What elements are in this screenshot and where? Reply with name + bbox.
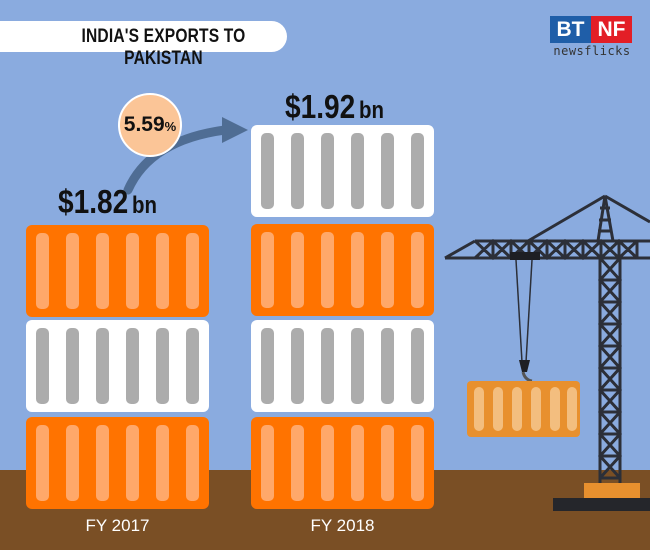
fy2017-container-top <box>26 225 209 317</box>
fy2017-container-bottom <box>26 417 209 509</box>
page-title: INDIA'S EXPORTS TO PAKISTAN <box>81 26 246 69</box>
fy2018-container-top <box>251 125 434 217</box>
fy2017-label: FY 2017 <box>85 516 150 535</box>
growth-badge: 5.59% <box>118 93 182 157</box>
fy2017-value-label: $1.82 bn <box>58 183 157 220</box>
fy2018-container-second <box>251 224 434 316</box>
logo-nf: NF <box>591 16 632 43</box>
logo-subtitle: newsflicks <box>553 44 631 58</box>
fy2018-value-label: $1.92 bn <box>285 88 384 125</box>
hanging-container <box>467 381 580 437</box>
bt-newsflicks-logo: BT NF <box>550 16 632 43</box>
fy2018-container-third <box>251 320 434 412</box>
fy2017-container-middle <box>26 320 209 412</box>
logo-bt: BT <box>550 16 591 43</box>
fy2018-label: FY 2018 <box>310 516 375 535</box>
fy2018-container-bottom <box>251 417 434 509</box>
title-banner <box>0 21 287 52</box>
